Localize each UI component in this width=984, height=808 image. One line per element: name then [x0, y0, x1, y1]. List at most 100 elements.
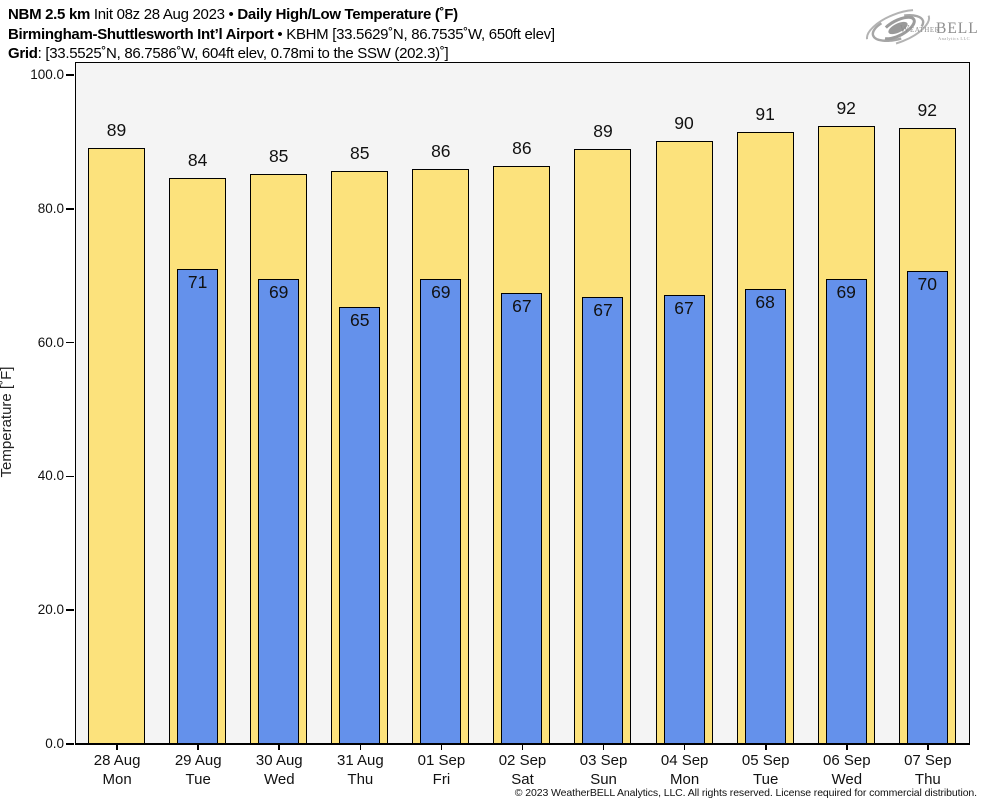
x-axis-label: 02 Sep Sat [478, 751, 568, 789]
x-tick-mark [116, 745, 118, 750]
low-temp-bar: 71 [177, 268, 219, 743]
chart-title: Daily High/Low Temperature (˚F) [237, 6, 458, 23]
high-value-label: 84 [187, 150, 208, 171]
low-value-label: 69 [431, 282, 451, 303]
header-line-2: Birmingham-Shuttlesworth Int’l Airport •… [8, 25, 555, 45]
x-label-day: Thu [347, 771, 374, 788]
x-tick-mark [764, 745, 767, 750]
high-value-label: 92 [836, 97, 856, 118]
x-label-day: Thu [914, 771, 941, 788]
low-value-label: 67 [512, 296, 532, 317]
high-temp-bar [88, 147, 146, 743]
low-value-label: 68 [755, 292, 775, 313]
low-temp-bar: 69 [420, 279, 462, 743]
x-tick-mark [602, 745, 605, 750]
x-label-day: Wed [263, 771, 295, 788]
low-value-label: 71 [187, 271, 208, 292]
logo-text-bell: BELL [936, 20, 979, 37]
footer-copyright: © 2023 WeatherBELL Analytics, LLC. All r… [514, 787, 977, 799]
y-tick-mark [66, 341, 74, 344]
y-tick-mark [66, 74, 74, 76]
init-time: Init 08z 28 Aug 2023 • [90, 6, 238, 23]
x-axis-label: 01 Sep Fri [396, 751, 486, 789]
y-tick-label: 80.0 [37, 200, 64, 216]
low-temp-bar: 67 [582, 296, 624, 743]
header-line-1: NBM 2.5 km Init 08z 28 Aug 2023 • Daily … [8, 5, 555, 25]
y-tick-label: 40.0 [37, 468, 64, 484]
x-label-date: 29 Aug [174, 752, 222, 769]
header-line-3: Grid: [33.5525˚N, 86.7586˚W, 604ft elev,… [8, 44, 555, 64]
high-value-label: 89 [106, 119, 127, 140]
x-axis-label: 28 Aug Mon [72, 751, 162, 789]
x-label-day: Mon [102, 771, 132, 788]
x-label-date: 30 Aug [255, 752, 303, 769]
low-temp-bar: 67 [663, 295, 705, 743]
low-value-label: 67 [593, 299, 613, 320]
x-tick-mark [278, 745, 281, 750]
x-label-date: 03 Sep [579, 752, 628, 769]
low-value-label: 67 [674, 298, 694, 319]
x-label-day: Mon [670, 771, 700, 788]
y-tick-label: 20.0 [37, 602, 64, 618]
model-name: NBM 2.5 km [8, 6, 91, 23]
high-value-label: 90 [674, 112, 694, 133]
plot-area: 89 84 71 85 69 85 65 86 69 86 67 89 67 90 67 91 68 92 69 92… [75, 62, 970, 745]
grid-label: Grid [8, 45, 38, 62]
x-label-day: Wed [831, 771, 863, 788]
low-temp-bar: 69 [258, 278, 300, 743]
x-label-date: 01 Sep [417, 752, 466, 769]
x-axis-label: 03 Sep Sun [559, 751, 649, 789]
y-axis-title: Temperature [˚F] [0, 366, 15, 478]
x-label-day: Fri [432, 771, 451, 788]
high-value-label: 92 [917, 99, 937, 120]
low-value-label: 69 [836, 281, 856, 302]
x-label-date: 05 Sep [741, 752, 790, 769]
logo-text-weather: Weather [900, 24, 940, 35]
high-value-label: 86 [431, 141, 451, 161]
low-temp-bar: 69 [825, 278, 867, 743]
x-tick-mark [683, 745, 686, 750]
chart-header: NBM 2.5 km Init 08z 28 Aug 2023 • Daily … [8, 5, 555, 64]
high-value-label: 86 [512, 138, 532, 159]
x-label-day: Tue [753, 771, 779, 788]
x-label-date: 31 Aug [336, 752, 384, 769]
x-axis-label: 05 Sep Tue [721, 751, 811, 789]
high-value-label: 85 [350, 143, 370, 164]
x-tick-mark [197, 745, 199, 750]
x-label-date: 28 Aug [93, 752, 141, 769]
x-axis-label: 07 Sep Thu [883, 751, 973, 789]
weatherbell-logo: Weather BELL Analytics LLC [865, 9, 979, 47]
x-axis-label: 31 Aug Thu [315, 751, 405, 789]
x-axis-label: 06 Sep Wed [802, 751, 892, 789]
y-tick-mark [66, 609, 74, 611]
x-axis-label: 30 Aug Wed [234, 751, 324, 789]
x-label-day: Tue [185, 771, 211, 788]
x-label-date: 04 Sep [660, 752, 709, 769]
x-tick-mark [521, 745, 524, 750]
x-axis-label: 29 Aug Tue [153, 751, 243, 789]
y-tick-label: 100.0 [30, 67, 64, 82]
high-value-label: 89 [593, 120, 613, 141]
station-name: Birmingham-Shuttlesworth Int’l Airport [8, 25, 274, 43]
low-temp-bar: 68 [744, 289, 786, 743]
low-temp-bar: 67 [501, 293, 543, 743]
x-label-date: 02 Sep [498, 752, 547, 769]
y-tick-mark [66, 208, 74, 210]
logo-text-analytics: Analytics LLC [938, 36, 970, 41]
low-temp-bar: 70 [906, 270, 948, 743]
grid-coordinates: : [33.5525˚N, 86.7586˚W, 604ft elev, 0.7… [37, 45, 449, 62]
x-tick-mark [845, 745, 848, 750]
x-label-day: Sun [590, 771, 617, 788]
x-axis-label: 04 Sep Mon [640, 751, 730, 789]
x-label-day: Sat [511, 771, 534, 788]
y-tick-label: 60.0 [37, 334, 64, 350]
x-tick-mark [927, 745, 929, 750]
x-label-date: 06 Sep [823, 752, 871, 769]
high-value-label: 85 [268, 146, 289, 167]
x-tick-mark [440, 745, 443, 750]
high-value-label: 91 [755, 104, 775, 125]
y-tick-label: 0.0 [45, 736, 64, 751]
low-value-label: 70 [917, 273, 937, 294]
y-tick-mark [66, 475, 74, 478]
